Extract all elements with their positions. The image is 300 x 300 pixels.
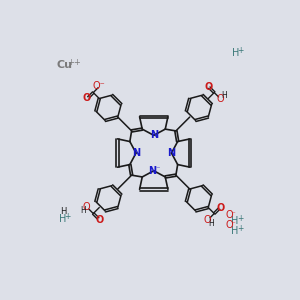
Text: +: + [238, 46, 244, 55]
Text: O: O [217, 94, 225, 104]
Text: +: + [64, 212, 71, 221]
Text: O: O [204, 82, 212, 92]
Text: O: O [216, 202, 224, 212]
Text: N: N [167, 148, 175, 158]
Text: H: H [59, 214, 67, 224]
Text: ++: ++ [68, 58, 81, 68]
Text: N: N [150, 130, 158, 140]
Text: O: O [83, 202, 91, 212]
Text: O⁻: O⁻ [93, 81, 106, 91]
Text: ⁻: ⁻ [155, 165, 160, 174]
Text: H: H [231, 226, 238, 236]
Text: H: H [232, 48, 239, 58]
Text: H: H [61, 207, 67, 216]
Text: ⁻: ⁻ [232, 222, 236, 228]
Text: O: O [204, 215, 212, 225]
Text: N: N [148, 166, 156, 176]
Text: O: O [225, 220, 233, 230]
Text: H: H [208, 219, 214, 228]
Text: Cu: Cu [57, 60, 73, 70]
Text: +: + [237, 224, 243, 233]
Text: H: H [221, 91, 227, 100]
Text: O: O [95, 214, 103, 224]
Text: H: H [231, 216, 238, 226]
Text: ⁻: ⁻ [232, 212, 236, 218]
Text: O: O [225, 210, 233, 220]
Text: H: H [81, 206, 86, 215]
Text: +: + [237, 214, 243, 223]
Text: N: N [132, 148, 140, 158]
Text: O: O [82, 93, 90, 103]
